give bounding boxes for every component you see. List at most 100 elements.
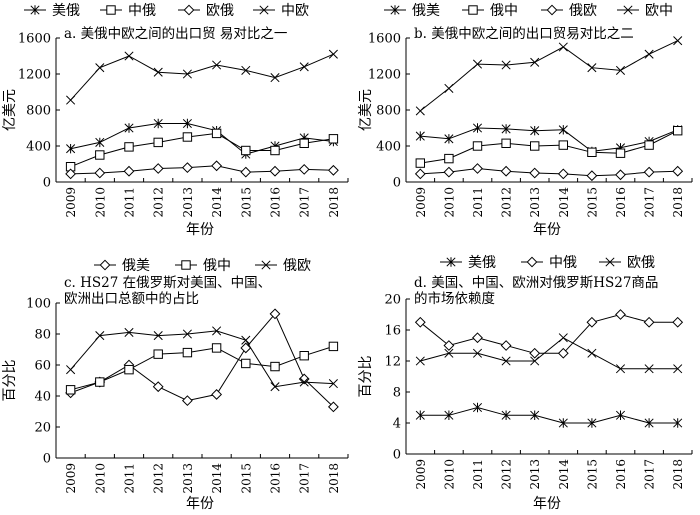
data-point [66, 95, 76, 105]
data-point [95, 150, 105, 160]
series-line [70, 345, 334, 391]
data-point [586, 316, 598, 328]
data-point [153, 118, 163, 129]
data-point [65, 385, 76, 395]
data-point [530, 57, 540, 67]
data-point [211, 128, 222, 139]
x-tick-label: 2012 [152, 463, 166, 494]
data-point [414, 316, 426, 328]
data-point [587, 348, 597, 358]
series-line [419, 40, 678, 112]
x-tick-label: 2009 [64, 463, 78, 494]
data-point [270, 73, 280, 83]
x-tick-label: 2018 [671, 459, 685, 490]
data-point [672, 165, 684, 177]
series-line [419, 313, 678, 354]
legend-entry: 俄欧 [255, 258, 311, 274]
data-point [530, 141, 540, 151]
y-tick-label: 16 [384, 324, 401, 339]
y-tick-label: 1600 [18, 32, 51, 47]
legend-entry: 美俄 [440, 255, 496, 271]
series-3 [415, 36, 683, 116]
data-point [212, 326, 222, 336]
x-tick-label: 2018 [671, 187, 685, 218]
x-tick-label: 2011 [123, 463, 137, 494]
legend-marker [106, 5, 116, 15]
data-point [328, 341, 339, 352]
data-point [415, 356, 425, 366]
y-axis-title: 亿美元 [358, 89, 374, 131]
legend-marker [390, 5, 400, 15]
series-line [70, 165, 334, 175]
x-tick-label: 2017 [298, 463, 312, 494]
data-point [124, 123, 134, 133]
y-tick-label: 1200 [18, 68, 51, 83]
data-point [124, 364, 134, 375]
legend-label: 俄中 [203, 258, 231, 274]
y-tick-label: 0 [393, 448, 401, 463]
legend-entry: 俄中 [175, 258, 231, 274]
y-axis-title: 百分比 [358, 356, 374, 398]
data-point [444, 153, 454, 164]
legend-entry: 中欧 [253, 3, 309, 19]
x-tick-label: 2014 [210, 463, 224, 494]
data-point [65, 168, 77, 180]
data-point [182, 347, 193, 358]
x-tick-label: 2011 [471, 459, 485, 490]
x-tick-label: 2016 [614, 459, 628, 490]
y-tick-label: 4 [393, 417, 401, 432]
x-tick-label: 2010 [442, 459, 456, 490]
data-point [644, 140, 654, 150]
series-line [70, 330, 334, 388]
data-point [415, 158, 426, 168]
data-point [586, 170, 598, 182]
data-point [472, 163, 483, 174]
data-point [587, 418, 597, 428]
series-0 [415, 402, 683, 428]
data-point [558, 333, 568, 343]
data-point [270, 382, 280, 392]
data-point [501, 60, 511, 70]
data-point [472, 123, 483, 133]
x-tick-label: 2016 [614, 187, 628, 218]
chart-title: c. HS27 在俄罗斯对美国、中国、 [64, 275, 271, 291]
data-point [328, 379, 338, 389]
legend-label: 中欧 [281, 3, 309, 19]
legend-marker [99, 259, 111, 271]
series-line [420, 167, 678, 177]
data-point [299, 377, 309, 387]
data-point [124, 51, 134, 61]
data-point [328, 134, 339, 144]
legend-marker [546, 4, 558, 16]
data-point [558, 125, 568, 135]
y-tick-label: 0 [43, 452, 51, 467]
series-line [420, 337, 678, 370]
x-tick-label: 2014 [557, 187, 571, 218]
series-line [70, 312, 334, 408]
x-tick-label: 2012 [500, 459, 514, 490]
data-point [615, 364, 626, 374]
data-point [269, 165, 281, 177]
data-point [557, 347, 569, 359]
data-point [444, 348, 454, 358]
data-point [124, 327, 134, 338]
x-tick-label: 2013 [181, 463, 195, 494]
legend-marker [261, 260, 271, 270]
series-line [70, 53, 334, 101]
data-point [94, 167, 106, 179]
y-tick-label: 8 [393, 386, 401, 401]
data-point [241, 335, 251, 345]
x-tick-label: 2017 [643, 459, 657, 490]
data-point [211, 343, 222, 353]
data-point [153, 349, 163, 359]
data-point [153, 137, 163, 148]
series-1 [65, 341, 339, 395]
data-point [472, 348, 483, 358]
legend-label: 俄中 [490, 3, 518, 19]
series-2 [415, 333, 683, 374]
x-tick-label: 2010 [93, 463, 107, 494]
y-tick-label: 100 [26, 297, 51, 312]
data-point [444, 410, 454, 420]
data-point [558, 140, 568, 150]
y-tick-label: 1200 [368, 68, 401, 83]
